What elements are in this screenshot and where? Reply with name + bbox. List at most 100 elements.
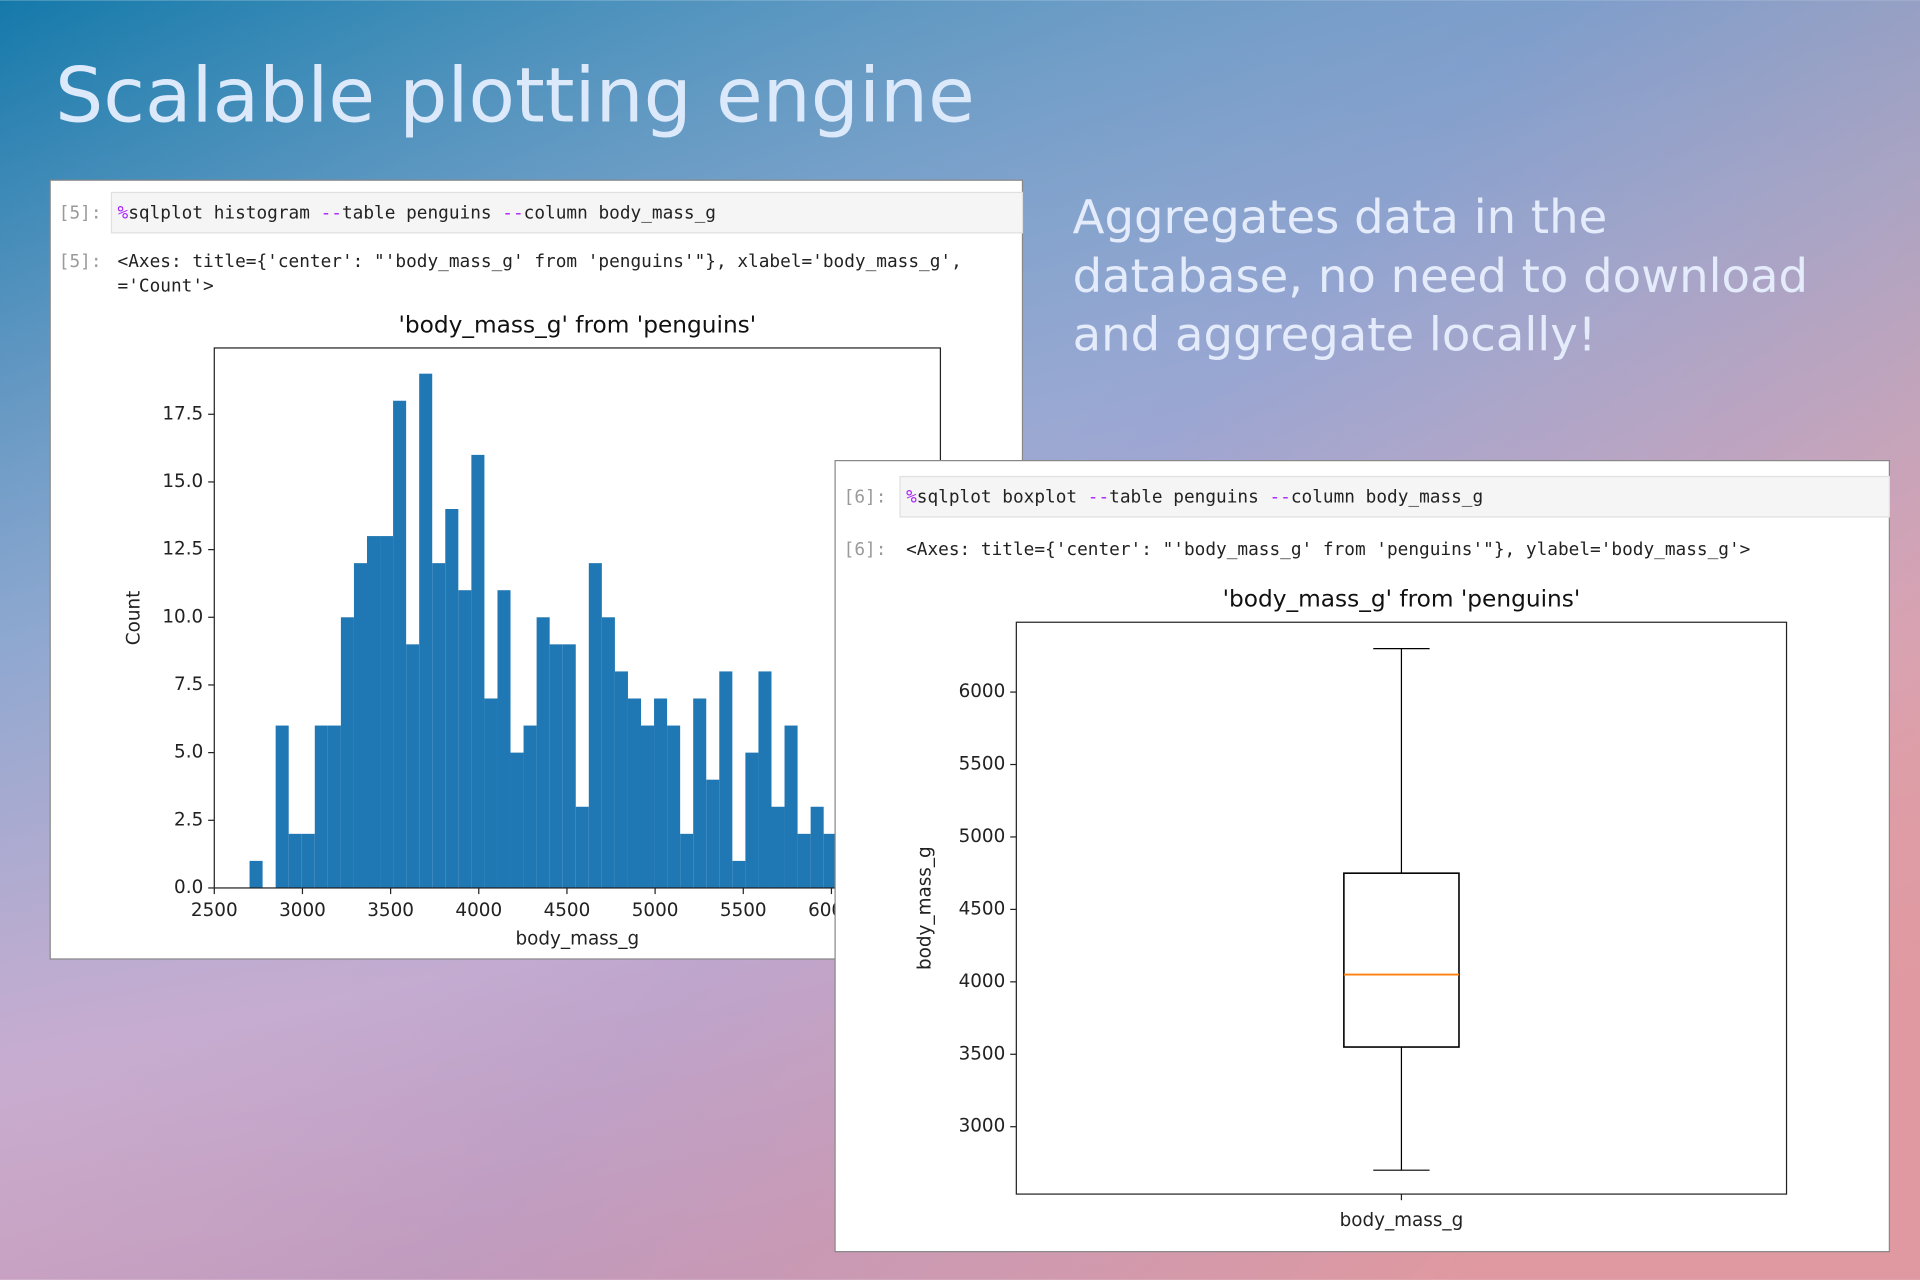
bar <box>497 590 511 888</box>
x-tick-label: 4000 <box>455 900 502 921</box>
bar <box>601 617 615 888</box>
bar <box>562 644 576 888</box>
y-tick-label: 4000 <box>959 971 1006 992</box>
y-tick-label: 3000 <box>959 1116 1006 1137</box>
y-tick-label: 0.0 <box>174 877 203 898</box>
slide-title: Scalable plotting engine <box>55 52 975 140</box>
code-token: sqlplot boxplot <box>917 487 1088 507</box>
y-tick-label: 5000 <box>959 826 1006 847</box>
code-token: table penguins <box>1109 487 1269 507</box>
output-prompt: [5]: <box>59 252 102 272</box>
bar <box>627 698 642 888</box>
code-token: -- <box>1269 487 1290 507</box>
bar <box>484 698 498 888</box>
x-tick-label: body_mass_g <box>1340 1210 1464 1231</box>
bar <box>275 725 289 888</box>
bar <box>393 400 407 888</box>
input-prompt: [6]: <box>844 487 887 507</box>
description-line: database, no need to download <box>1073 249 1808 303</box>
bar <box>406 644 420 888</box>
y-tick-label: 6000 <box>959 681 1006 702</box>
bar <box>536 617 550 888</box>
description: Aggregates data in the database, no need… <box>1073 190 1808 362</box>
bar <box>288 833 302 888</box>
output-line: <Axes: title={'center': "'body_mass_g' f… <box>118 252 962 272</box>
y-axis-label: body_mass_g <box>915 846 936 970</box>
y-tick-label: 5.0 <box>174 742 203 763</box>
bar <box>301 833 315 888</box>
code-token: -- <box>321 203 342 223</box>
chart-title: 'body_mass_g' from 'penguins' <box>1223 586 1581 613</box>
y-tick-label: 12.5 <box>162 539 203 560</box>
bar <box>667 725 681 888</box>
code-input[interactable] <box>110 191 1024 234</box>
bar <box>314 725 328 888</box>
bar <box>523 725 537 888</box>
code-token: table penguins <box>342 203 502 223</box>
bar <box>445 509 459 888</box>
code-input[interactable] <box>899 475 1890 518</box>
plot-frame <box>1015 621 1788 1195</box>
code-token: column body_mass_g <box>1291 487 1483 507</box>
notebook-cell: [6]: %sqlplot boxplot --table penguins -… <box>834 460 1890 1253</box>
bar <box>419 373 433 888</box>
bar <box>732 860 746 888</box>
bar <box>366 536 381 888</box>
bar <box>549 644 563 888</box>
bar <box>797 833 811 888</box>
bar <box>588 563 602 888</box>
bar <box>575 806 589 888</box>
y-tick-label: 4500 <box>959 898 1006 919</box>
code-token: % <box>906 487 917 507</box>
bar <box>353 563 367 888</box>
output-prompt: [6]: <box>844 540 887 560</box>
code-token: column body_mass_g <box>524 203 716 223</box>
output-line: ='Count'> <box>118 277 214 297</box>
bar <box>706 779 720 888</box>
description-line: Aggregates data in the <box>1073 190 1608 244</box>
y-tick-label: 17.5 <box>162 403 203 424</box>
bar <box>680 833 694 888</box>
output-line: <Axes: title={'center': "'body_mass_g' f… <box>906 540 1750 560</box>
bar <box>771 806 785 888</box>
bar <box>432 563 446 888</box>
bar <box>719 671 733 888</box>
bar <box>745 752 759 888</box>
bar <box>510 752 524 888</box>
x-tick-label: 4500 <box>544 900 591 921</box>
bar <box>810 806 824 888</box>
y-tick-label: 7.5 <box>174 674 203 695</box>
bar <box>758 671 772 888</box>
y-tick-label: 10.0 <box>162 606 203 627</box>
bar <box>340 617 354 888</box>
x-axis-label: body_mass_g <box>516 928 640 949</box>
bar <box>823 833 837 888</box>
code-token: -- <box>1088 487 1109 507</box>
bar <box>654 698 668 888</box>
bar <box>249 860 263 888</box>
y-tick-label: 5500 <box>959 754 1006 775</box>
bar <box>327 725 341 888</box>
y-tick-label: 3500 <box>959 1043 1006 1064</box>
chart-title: 'body_mass_g' from 'penguins' <box>399 311 757 338</box>
cell-card <box>834 460 1890 1253</box>
code-token: sqlplot histogram <box>128 203 320 223</box>
bar <box>380 536 394 888</box>
code-token: % <box>118 203 129 223</box>
x-tick-label: 5500 <box>720 900 767 921</box>
y-tick-label: 15.0 <box>162 471 203 492</box>
input-prompt: [5]: <box>59 203 102 223</box>
y-axis-label: Count <box>124 591 145 646</box>
code-token: -- <box>502 203 523 223</box>
box-chart: 3000 3500 4000 4500 5000 5500 6000 body_mass_g '… <box>915 586 1788 1231</box>
code: %sqlplot boxplot --table penguins --colu… <box>906 487 1483 507</box>
code: %sqlplot histogram --table penguins --co… <box>118 203 716 223</box>
x-tick-label: 3500 <box>367 900 414 921</box>
description-line: and aggregate locally! <box>1073 308 1597 362</box>
box <box>1343 872 1460 1048</box>
bar <box>784 725 798 888</box>
x-tick-label: 3000 <box>279 900 326 921</box>
bar <box>693 698 707 888</box>
x-tick-label: 2500 <box>191 900 238 921</box>
